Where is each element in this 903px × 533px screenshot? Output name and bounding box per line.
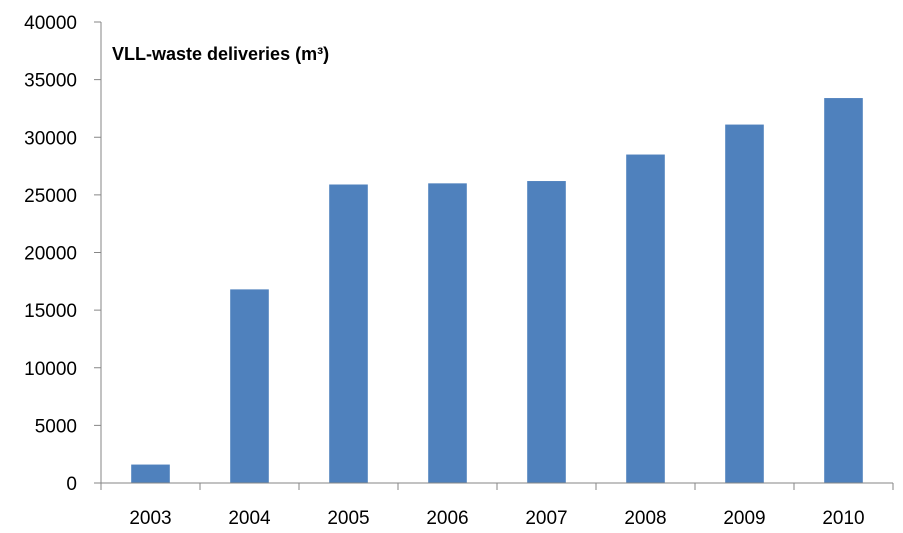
y-tick-label: 40000: [24, 13, 77, 34]
y-tick-label: 10000: [24, 359, 77, 380]
y-tick-label: 5000: [35, 416, 77, 437]
y-axis-ticks: [94, 21, 101, 484]
bar-2010: [824, 98, 863, 483]
x-tick-label: 2003: [129, 508, 171, 529]
y-tick-label: 15000: [24, 301, 77, 322]
bars: [131, 98, 863, 484]
x-axis-tick-labels: 2003 2004 2005 2006 2007 2008 2009 2010: [129, 508, 864, 529]
x-tick-label: 2008: [624, 508, 666, 529]
x-axis-ticks: [100, 483, 894, 490]
y-tick-label: 30000: [24, 128, 77, 149]
bar-2003: [131, 464, 170, 483]
y-tick-label: 25000: [24, 186, 77, 207]
x-tick-label: 2006: [426, 508, 468, 529]
bar-2007: [527, 181, 566, 484]
x-tick-label: 2007: [525, 508, 567, 529]
chart-title: VLL-waste deliveries (m³): [112, 44, 329, 64]
bar-2006: [428, 183, 467, 483]
x-tick-label: 2005: [327, 508, 369, 529]
bar-2005: [329, 184, 368, 483]
bar-2009: [725, 124, 764, 483]
y-axis-tick-labels: 0 5000 10000 15000 20000 25000 30000 35000 40000: [24, 13, 77, 495]
y-tick-label: 35000: [24, 71, 77, 92]
x-tick-label: 2004: [228, 508, 271, 529]
y-tick-label: 0: [66, 474, 77, 495]
y-tick-label: 20000: [24, 244, 77, 265]
x-tick-label: 2010: [822, 508, 864, 529]
bar-2004: [230, 289, 269, 483]
bar-2008: [626, 154, 665, 483]
x-tick-label: 2009: [723, 508, 765, 529]
